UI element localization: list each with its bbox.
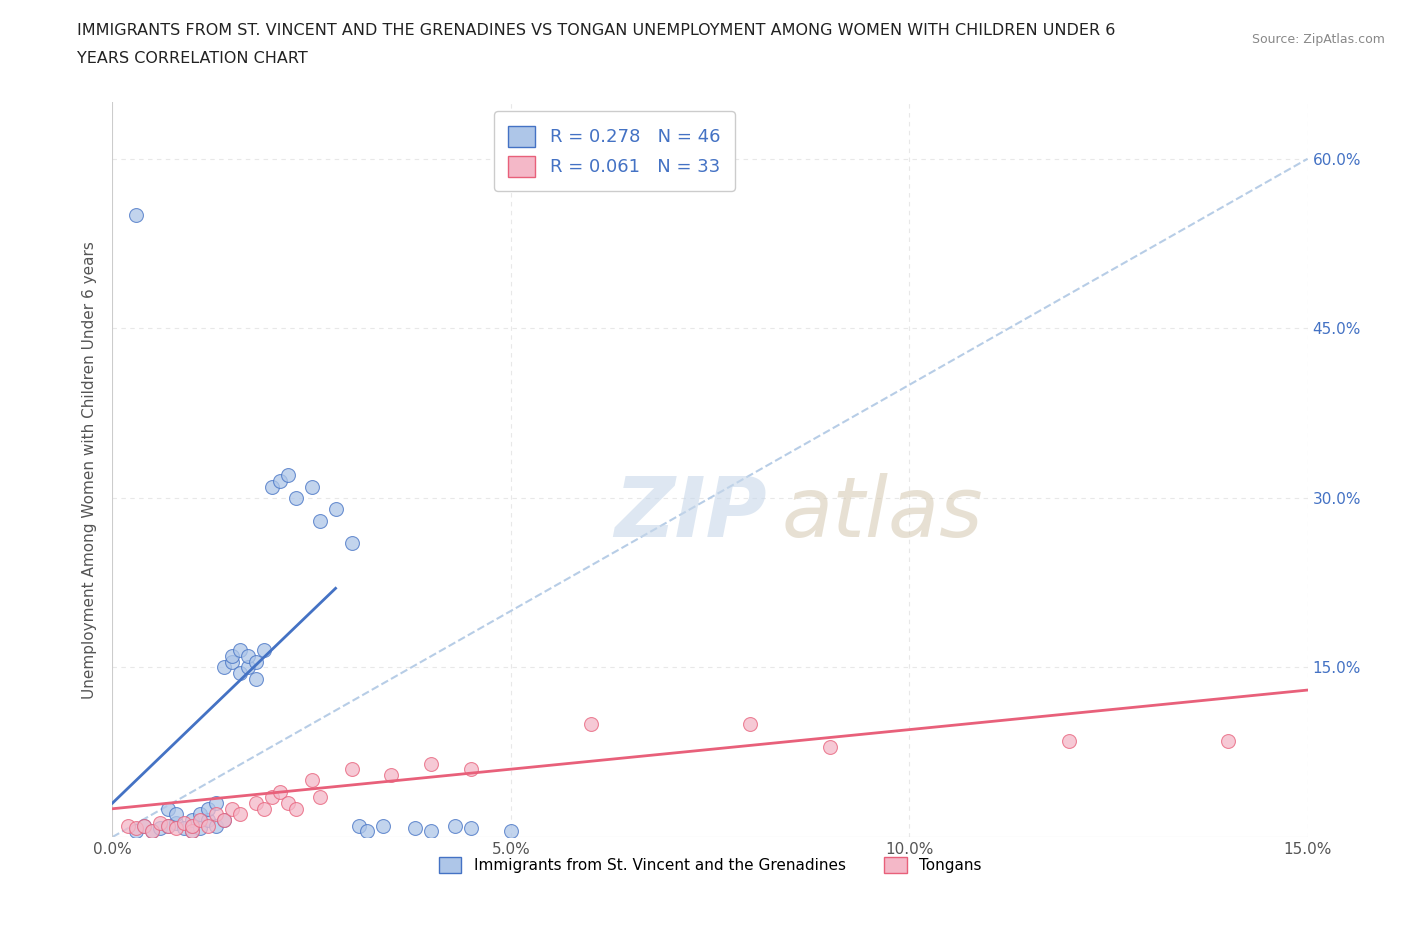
Point <box>301 773 323 788</box>
Point <box>149 820 172 835</box>
Point <box>308 513 330 528</box>
Point <box>420 756 443 771</box>
Point <box>212 813 235 828</box>
Point <box>205 796 228 811</box>
Point <box>499 824 522 839</box>
Point <box>221 649 243 664</box>
Point <box>205 818 228 833</box>
Point <box>349 818 371 833</box>
Point <box>245 796 267 811</box>
Point <box>188 820 211 835</box>
Point <box>253 802 276 817</box>
Point <box>173 820 195 835</box>
Point <box>181 824 204 839</box>
Point <box>125 824 148 839</box>
Legend: Immigrants from St. Vincent and the Grenadines, Tongans: Immigrants from St. Vincent and the Gren… <box>430 849 990 881</box>
Point <box>236 649 259 664</box>
Point <box>356 824 378 839</box>
Point <box>284 490 307 505</box>
Point <box>134 818 156 833</box>
Point <box>277 796 299 811</box>
Y-axis label: Unemployment Among Women with Children Under 6 years: Unemployment Among Women with Children U… <box>82 241 97 698</box>
Point <box>212 813 235 828</box>
Point <box>165 816 187 830</box>
Text: ZIP: ZIP <box>614 473 768 554</box>
Point <box>277 468 299 483</box>
Point <box>373 818 395 833</box>
Point <box>738 716 761 731</box>
Point <box>181 813 204 828</box>
Text: Source: ZipAtlas.com: Source: ZipAtlas.com <box>1251 33 1385 46</box>
Point <box>173 816 195 830</box>
Point <box>157 818 180 833</box>
Point <box>404 820 426 835</box>
Text: atlas: atlas <box>782 473 983 554</box>
Point <box>420 824 443 839</box>
Point <box>253 643 276 658</box>
Point <box>301 479 323 494</box>
Point <box>460 762 482 777</box>
Point <box>460 820 482 835</box>
Point <box>157 802 180 817</box>
Point <box>340 536 363 551</box>
Point <box>165 820 187 835</box>
Point <box>197 818 219 833</box>
Point <box>157 818 180 833</box>
Point <box>221 802 243 817</box>
Point <box>188 813 211 828</box>
Text: YEARS CORRELATION CHART: YEARS CORRELATION CHART <box>77 51 308 66</box>
Point <box>229 643 252 658</box>
Point <box>149 816 172 830</box>
Point <box>236 660 259 675</box>
Point <box>325 502 347 517</box>
Point <box>221 655 243 670</box>
Point <box>181 818 204 833</box>
Point <box>579 716 602 731</box>
Point <box>165 807 187 822</box>
Point <box>444 818 467 833</box>
Point <box>284 802 307 817</box>
Point <box>181 818 204 833</box>
Point <box>269 473 291 488</box>
Point <box>260 790 283 804</box>
Point <box>1057 734 1080 749</box>
Point <box>245 671 267 686</box>
Point <box>229 807 252 822</box>
Point <box>197 813 219 828</box>
Point <box>380 767 402 782</box>
Point <box>125 820 148 835</box>
Point <box>269 784 291 799</box>
Text: IMMIGRANTS FROM ST. VINCENT AND THE GRENADINES VS TONGAN UNEMPLOYMENT AMONG WOME: IMMIGRANTS FROM ST. VINCENT AND THE GREN… <box>77 23 1116 38</box>
Point <box>308 790 330 804</box>
Point <box>134 818 156 833</box>
Point <box>245 655 267 670</box>
Point <box>229 666 252 681</box>
Point <box>260 479 283 494</box>
Point <box>340 762 363 777</box>
Point <box>1216 734 1239 749</box>
Point <box>197 802 219 817</box>
Point <box>188 807 211 822</box>
Point <box>212 660 235 675</box>
Point <box>141 824 163 839</box>
Point <box>205 807 228 822</box>
Point <box>181 824 204 839</box>
Point <box>141 824 163 839</box>
Point <box>117 818 139 833</box>
Point <box>818 739 841 754</box>
Point <box>125 208 148 223</box>
